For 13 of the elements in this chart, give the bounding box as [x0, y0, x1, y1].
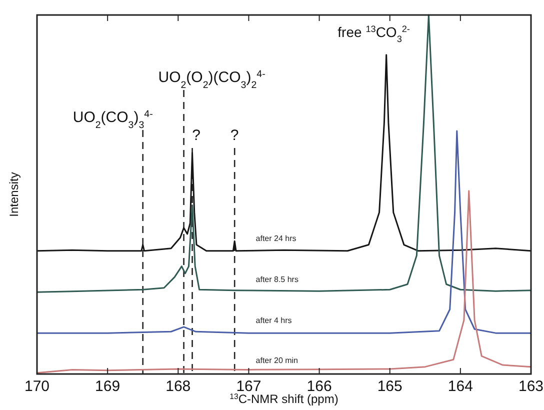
series-label: after 4 hrs [256, 316, 292, 326]
y-axis-title: Intensity [7, 172, 21, 217]
x-tick-label: 168 [166, 378, 191, 395]
x-tick-label: 164 [448, 378, 473, 395]
series-label: after 8.5 hrs [256, 275, 298, 284]
ref-line-label: ? [230, 127, 239, 144]
x-tick-label: 169 [95, 378, 120, 395]
series-label: after 20 min [256, 356, 298, 365]
x-tick-label: 165 [377, 378, 402, 395]
x-tick-label: 170 [24, 378, 50, 395]
x-tick-label: 163 [518, 378, 544, 395]
series-label: after 24 hrs [256, 234, 296, 243]
ref-line-label: ? [192, 127, 200, 144]
